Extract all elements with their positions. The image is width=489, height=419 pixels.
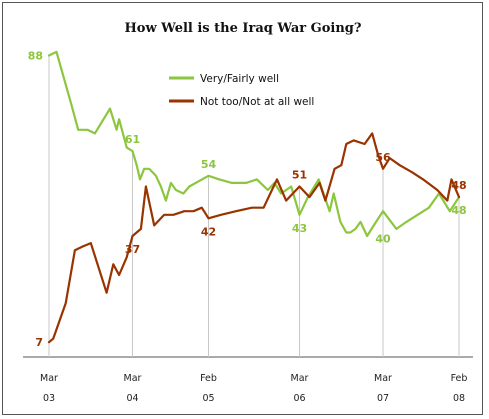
data-label-s1-1: 37: [125, 243, 140, 256]
x-tick-year-5: 08: [453, 393, 465, 404]
line-chart: How Well is the Iraq War Going? Very/Fai…: [23, 21, 473, 404]
data-label-s0-4: 40: [375, 232, 391, 245]
data-labels: 88 61 54 43 40 48 7 37 42 51 56 48: [28, 49, 467, 349]
legend-label-not-too-well: Not too/Not at all well: [200, 96, 314, 108]
x-tick-month-5: Feb: [451, 373, 468, 384]
data-label-s1-4: 56: [375, 151, 391, 164]
x-tick-month-4: Mar: [374, 373, 392, 384]
series-line-1: [47, 132, 461, 344]
x-tick-year-1: 04: [126, 393, 138, 404]
data-label-s0-3: 43: [292, 222, 307, 235]
x-tick-year-4: 07: [377, 393, 389, 404]
legend: Very/Fairly well Not too/Not at all well: [169, 73, 314, 108]
x-tick-year-0: 03: [43, 393, 55, 404]
x-tick-month-1: Mar: [124, 373, 142, 384]
data-label-s0-1: 61: [125, 133, 140, 146]
data-label-s0-5: 48: [451, 204, 466, 217]
legend-label-very-fairly-well: Very/Fairly well: [200, 73, 279, 85]
data-label-s0-2: 54: [201, 158, 217, 171]
data-label-s1-5: 48: [451, 179, 466, 192]
data-label-s0-0: 88: [28, 49, 43, 62]
x-tick-month-2: Feb: [200, 373, 217, 384]
x-axis-ticks: Mar 03 Mar 04 Feb 05 Mar 06 Mar 07 Feb 08: [40, 373, 467, 404]
data-label-s1-2: 42: [201, 225, 216, 238]
chart-frame: How Well is the Iraq War Going? Very/Fai…: [2, 2, 483, 415]
x-tick-year-2: 05: [202, 393, 214, 404]
x-tick-month-3: Mar: [291, 373, 309, 384]
x-tick-year-3: 06: [293, 393, 305, 404]
series-line-0: [47, 50, 461, 238]
chart-title: How Well is the Iraq War Going?: [124, 21, 361, 36]
x-tick-month-0: Mar: [40, 373, 58, 384]
data-label-s1-3: 51: [292, 168, 307, 181]
data-label-s1-0: 7: [35, 336, 43, 349]
series-layer: [47, 50, 461, 344]
